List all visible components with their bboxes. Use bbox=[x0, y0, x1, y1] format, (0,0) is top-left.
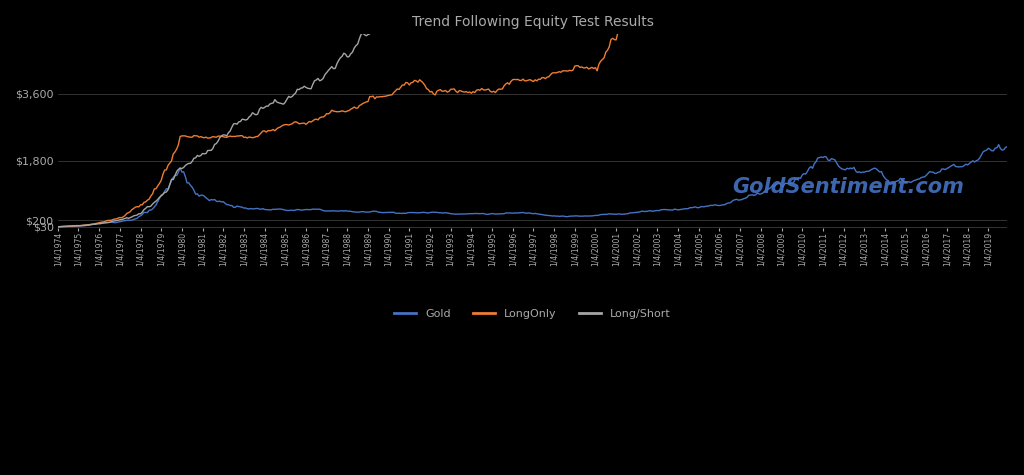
Gold bbox=[734, 197, 746, 203]
Gold bbox=[124, 218, 136, 223]
LongOnly bbox=[89, 221, 101, 227]
Long/Short bbox=[89, 221, 101, 227]
Text: GoldSentiment.com: GoldSentiment.com bbox=[732, 177, 964, 197]
LongOnly bbox=[51, 224, 63, 229]
LongOnly bbox=[184, 134, 197, 140]
Line: Gold: Gold bbox=[57, 144, 1008, 227]
Gold bbox=[184, 182, 197, 188]
Gold bbox=[1001, 144, 1014, 150]
Gold bbox=[89, 221, 101, 227]
Line: Long/Short: Long/Short bbox=[57, 0, 1008, 227]
Line: LongOnly: LongOnly bbox=[57, 0, 1008, 227]
Long/Short bbox=[184, 161, 197, 166]
Gold bbox=[936, 166, 948, 172]
Legend: Gold, LongOnly, Long/Short: Gold, LongOnly, Long/Short bbox=[390, 304, 676, 323]
Long/Short bbox=[124, 215, 136, 220]
Title: Trend Following Equity Test Results: Trend Following Equity Test Results bbox=[412, 15, 653, 29]
Gold bbox=[992, 142, 1005, 147]
Gold bbox=[464, 211, 476, 217]
Long/Short bbox=[51, 224, 63, 229]
LongOnly bbox=[464, 89, 476, 95]
Gold bbox=[51, 224, 63, 229]
LongOnly bbox=[124, 209, 136, 215]
